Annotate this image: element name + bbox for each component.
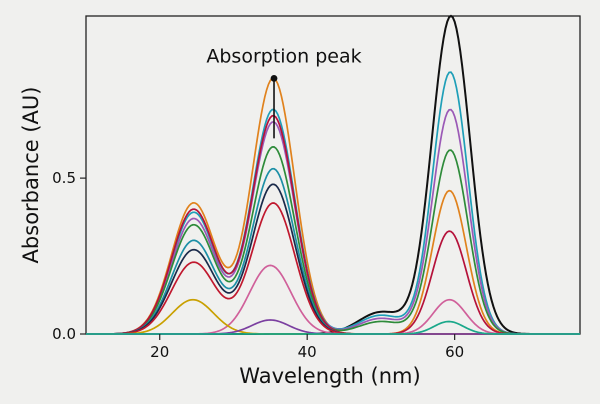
y-tick-label: 0.5 — [52, 169, 76, 187]
x-tick-label: 60 — [445, 343, 464, 361]
y-tick-label: 0.0 — [52, 325, 76, 343]
annotation-label: Absorption peak — [206, 45, 361, 67]
ticks-layer: 20 40 60 0.0 0.5 — [52, 169, 464, 361]
plot-area — [85, 15, 581, 335]
x-tick-label: 20 — [150, 343, 169, 361]
y-axis-title: Absorbance (AU) — [19, 87, 43, 264]
series-line-6 — [86, 114, 580, 335]
series-line-13 — [86, 320, 580, 335]
annotation-marker — [270, 74, 278, 82]
x-tick-label: 40 — [298, 343, 317, 361]
series-layer — [86, 14, 580, 335]
x-axis-title: Wavelength (nm) — [239, 364, 420, 388]
